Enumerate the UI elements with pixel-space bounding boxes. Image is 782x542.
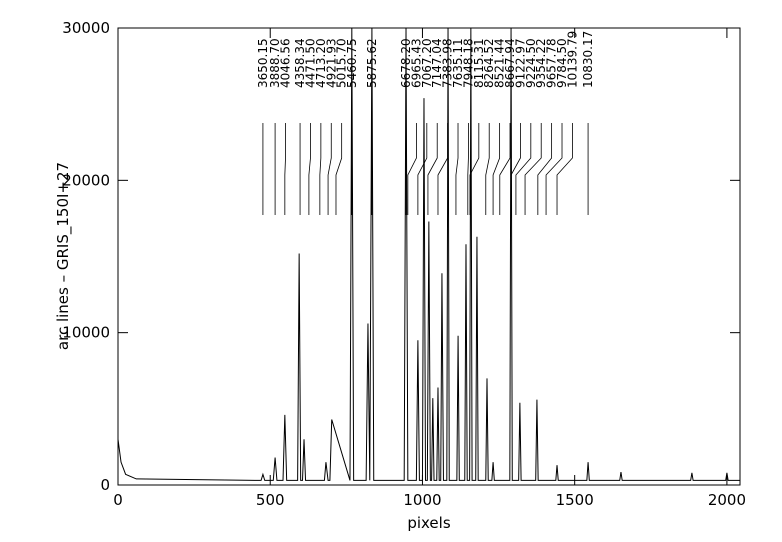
y-tick-label: 0 <box>100 476 110 494</box>
arc-line-label: 9657.78 <box>545 38 559 88</box>
x-tick-label: 2000 <box>708 491 746 509</box>
arc-line-marker <box>485 123 490 215</box>
arc-line-label: 4921.93 <box>324 38 338 88</box>
arc-line-label: 8521.44 <box>493 38 507 88</box>
arc-line-marker <box>510 123 521 215</box>
arc-line-marker <box>327 123 332 215</box>
arc-line-marker <box>515 123 532 215</box>
arc-line-label: 8667.94 <box>503 38 517 88</box>
arc-line-marker <box>545 123 563 215</box>
arc-line-marker <box>417 123 428 215</box>
arc-line-marker <box>335 123 343 215</box>
arc-line-marker <box>537 123 553 215</box>
arc-line-label: 5875.62 <box>365 38 379 88</box>
arc-line-label: 3650.15 <box>256 38 270 88</box>
arc-line-marker <box>469 123 480 215</box>
arc-line-label: 6965.43 <box>409 38 423 88</box>
y-tick-label: 20000 <box>62 171 110 189</box>
arc-line-label: 7948.18 <box>461 38 475 88</box>
arc-line-marker <box>455 123 459 215</box>
arc-line-marker <box>556 123 573 215</box>
arc-line-label: 10830.17 <box>581 31 595 88</box>
spectrum-line <box>118 28 740 481</box>
arc-line-marker <box>499 123 511 215</box>
x-tick-label: 0 <box>113 491 123 509</box>
arc-line-marker <box>467 123 469 215</box>
arc-line-label: 8264.52 <box>482 38 496 88</box>
arc-line-label: 6678.20 <box>399 38 413 88</box>
arc-line-label: 4713.20 <box>314 38 328 88</box>
y-axis-label: arc lines – GRIS_150I+27 <box>54 162 73 350</box>
arc-line-marker <box>427 123 438 215</box>
arc-line-label: 5015.70 <box>335 38 349 88</box>
arc-line-marker <box>319 123 322 215</box>
y-tick-label: 10000 <box>62 324 110 342</box>
arc-line-label: 5460.75 <box>345 38 359 88</box>
x-tick-label: 1500 <box>556 491 594 509</box>
arc-line-marker <box>437 123 449 215</box>
arc-line-label: 4046.56 <box>278 38 292 88</box>
arc-line-label: 9224.50 <box>524 38 538 88</box>
arc-line-marker <box>308 123 311 215</box>
arc-line-label: 7067.20 <box>420 38 434 88</box>
arc-line-label: 9122.97 <box>513 38 527 88</box>
arc-line-label: 3888.70 <box>268 38 282 88</box>
arc-line-marker <box>284 123 286 215</box>
arc-line-label: 4358.34 <box>293 38 307 88</box>
plot-frame <box>117 27 741 486</box>
arc-line-marker <box>407 123 417 215</box>
arc-line-label: 10139.79 <box>565 31 579 88</box>
arc-line-label: 7383.98 <box>441 38 455 88</box>
arc-line-label: 7147.04 <box>430 38 444 88</box>
arc-line-label: 9784.50 <box>555 38 569 88</box>
arc-line-marker <box>492 123 501 215</box>
arc-line-label: 8115.31 <box>472 38 486 88</box>
arc-line-label: 7635.11 <box>451 38 465 88</box>
x-tick-label: 500 <box>256 491 285 509</box>
arc-line-label: 4471.50 <box>303 38 317 88</box>
x-axis-label: pixels <box>407 514 451 532</box>
arc-line-marker <box>524 123 542 215</box>
arc-line-label: 9354.22 <box>534 38 548 88</box>
x-tick-label: 1000 <box>403 491 441 509</box>
y-tick-label: 30000 <box>62 19 110 37</box>
